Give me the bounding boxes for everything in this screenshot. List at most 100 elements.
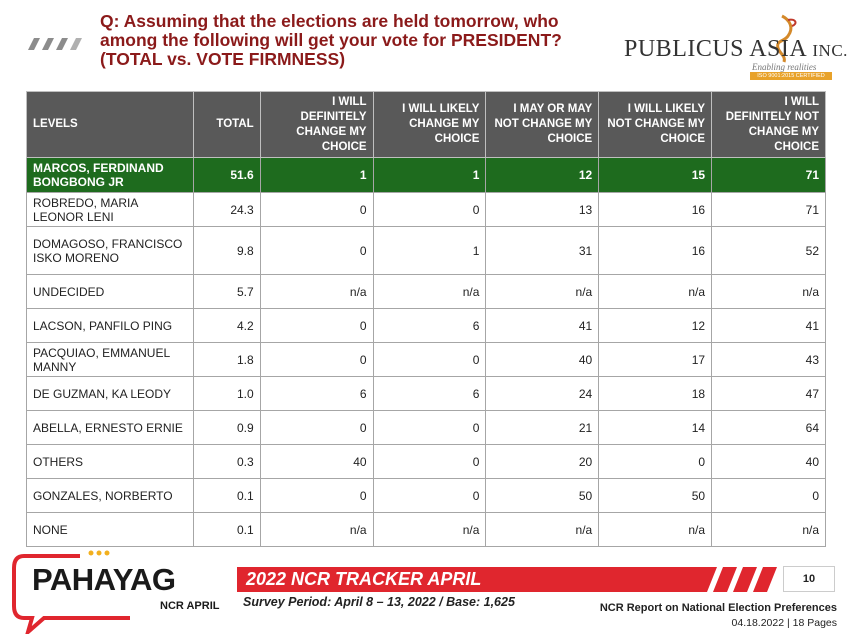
cell-total: 24.3 [192, 192, 261, 227]
cell-total: 0.9 [192, 410, 261, 445]
cell-may-or-may-not: 21 [485, 410, 600, 445]
cell-may-or-may-not: 41 [485, 308, 600, 343]
cell-likely-not: 16 [598, 226, 713, 275]
cell-level: DE GUZMAN, KA LEODY [26, 376, 194, 411]
cell-level: MARCOS, FERDINAND BONGBONG JR [26, 157, 194, 193]
cell-likely-not: n/a [598, 274, 713, 309]
table-row: MARCOS, FERDINAND BONGBONG JR 51.6 1 1 1… [26, 157, 826, 193]
cell-def-not: n/a [711, 512, 826, 547]
publicus-asia-logo: PUBLICUS ASIA INC. Enabling realities IS… [622, 14, 847, 84]
cell-level: PACQUIAO, EMMANUEL MANNY [26, 342, 194, 377]
cell-likely-not: 17 [598, 342, 713, 377]
header-may-or-may-not: I MAY OR MAY NOT CHANGE MY CHOICE [485, 91, 600, 158]
cell-total: 4.2 [192, 308, 261, 343]
cell-may-or-may-not: n/a [485, 274, 600, 309]
cell-def-not: 71 [711, 157, 826, 193]
cell-def-change: 0 [259, 342, 374, 377]
cell-likely-change: 6 [372, 308, 487, 343]
cell-total: 0.1 [192, 478, 261, 513]
cell-may-or-may-not: 13 [485, 192, 600, 227]
table-row: ROBREDO, MARIA LEONOR LENI 24.3 0 0 13 1… [26, 192, 826, 227]
table-row: OTHERS 0.3 40 0 20 0 40 [26, 444, 826, 479]
cell-likely-not: 12 [598, 308, 713, 343]
question-line-1: Q: Assuming that the elections are held … [100, 11, 559, 31]
report-date: 04.18.2022 | 18 Pages [731, 617, 837, 629]
table-row: NONE 0.1 n/a n/a n/a n/a n/a [26, 512, 826, 547]
question-line-3: (TOTAL vs. VOTE FIRMNESS) [100, 49, 346, 69]
cell-likely-not: 18 [598, 376, 713, 411]
cell-likely-change: 0 [372, 478, 487, 513]
table-row: UNDECIDED 5.7 n/a n/a n/a n/a n/a [26, 274, 826, 309]
cell-likely-change: 6 [372, 376, 487, 411]
report-title: NCR Report on National Election Preferen… [599, 602, 837, 614]
header-levels: LEVELS [26, 91, 194, 158]
cell-may-or-may-not: n/a [485, 512, 600, 547]
cell-likely-change: 0 [372, 342, 487, 377]
cell-level: LACSON, PANFILO PING [26, 308, 194, 343]
cell-likely-not: 15 [598, 157, 713, 193]
cell-def-change: 6 [259, 376, 374, 411]
survey-period: Survey Period: April 8 – 13, 2022 / Base… [243, 595, 515, 609]
header-total: TOTAL [192, 91, 261, 158]
cell-def-change: 1 [259, 157, 374, 193]
logo-suffix: INC. [812, 41, 848, 60]
cell-total: 0.3 [192, 444, 261, 479]
cell-likely-change: n/a [372, 512, 487, 547]
cell-may-or-may-not: 12 [485, 157, 600, 193]
cell-may-or-may-not: 24 [485, 376, 600, 411]
header-definitely-not-change: I WILL DEFINITELY NOT CHANGE MY CHOICE [711, 91, 826, 158]
pahayag-subtitle: NCR APRIL [160, 600, 220, 612]
cell-total: 9.8 [192, 226, 261, 275]
question-line-2: among the following will get your vote f… [100, 30, 562, 50]
table-row: DE GUZMAN, KA LEODY 1.0 6 6 24 18 47 [26, 376, 826, 411]
table-row: DOMAGOSO, FRANCISCO ISKO MORENO 9.8 0 1 … [26, 226, 826, 275]
cell-likely-change: n/a [372, 274, 487, 309]
tracker-title: 2022 NCR TRACKER APRIL [246, 569, 482, 589]
cell-total: 5.7 [192, 274, 261, 309]
cell-def-not: n/a [711, 274, 826, 309]
cell-likely-change: 0 [372, 410, 487, 445]
header-definitely-change: I WILL DEFINITELY CHANGE MY CHOICE [259, 91, 374, 158]
cell-likely-change: 0 [372, 192, 487, 227]
cell-def-not: 47 [711, 376, 826, 411]
cell-def-not: 71 [711, 192, 826, 227]
table-header-row: LEVELS TOTAL I WILL DEFINITELY CHANGE MY… [26, 91, 826, 158]
cell-likely-not: n/a [598, 512, 713, 547]
cell-def-not: 52 [711, 226, 826, 275]
cell-def-not: 0 [711, 478, 826, 513]
logo-tagline: Enabling realities [752, 62, 817, 72]
cell-level: UNDECIDED [26, 274, 194, 309]
dots-icon [88, 550, 110, 556]
cell-likely-change: 1 [372, 226, 487, 275]
header-likely-not-change: I WILL LIKELY NOT CHANGE MY CHOICE [598, 91, 713, 158]
cell-level: GONZALES, NORBERTO [26, 478, 194, 513]
cell-total: 1.0 [192, 376, 261, 411]
dragon-emblem-icon [776, 14, 797, 63]
table-row: LACSON, PANFILO PING 4.2 0 6 41 12 41 [26, 308, 826, 343]
table-row: GONZALES, NORBERTO 0.1 0 0 50 50 0 [26, 478, 826, 513]
cell-may-or-may-not: 40 [485, 342, 600, 377]
cell-def-change: 0 [259, 192, 374, 227]
cell-likely-change: 1 [372, 157, 487, 193]
title-slashes-decoration [28, 38, 82, 50]
question-title: Q: Assuming that the elections are held … [100, 12, 620, 69]
table-row: PACQUIAO, EMMANUEL MANNY 1.8 0 0 40 17 4… [26, 342, 826, 377]
cell-def-not: 40 [711, 444, 826, 479]
page-number: 10 [783, 566, 835, 592]
cell-total: 51.6 [192, 157, 261, 193]
cell-may-or-may-not: 50 [485, 478, 600, 513]
logo-certification: ISO 9001:2015 CERTIFIED [750, 72, 832, 80]
cell-may-or-may-not: 20 [485, 444, 600, 479]
cell-def-not: 64 [711, 410, 826, 445]
cell-def-change: n/a [259, 512, 374, 547]
cell-likely-not: 50 [598, 478, 713, 513]
pahayag-logo: PAHAYAG NCR APRIL [10, 548, 235, 634]
cell-level: ABELLA, ERNESTO ERNIE [26, 410, 194, 445]
logo-name: PUBLICUS ASIA [624, 36, 806, 62]
cell-def-change: n/a [259, 274, 374, 309]
table-row: ABELLA, ERNESTO ERNIE 0.9 0 0 21 14 64 [26, 410, 826, 445]
cell-def-change: 0 [259, 308, 374, 343]
cell-def-change: 40 [259, 444, 374, 479]
cell-def-not: 43 [711, 342, 826, 377]
vote-firmness-table: LEVELS TOTAL I WILL DEFINITELY CHANGE MY… [26, 91, 826, 547]
